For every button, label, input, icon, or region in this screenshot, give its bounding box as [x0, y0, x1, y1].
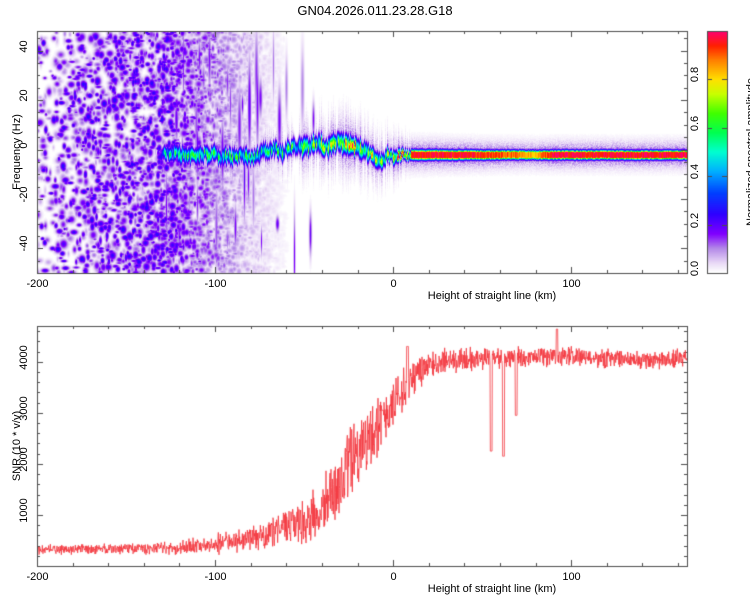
axis-tick-label: -200 [26, 278, 49, 290]
colorbar-tick-label: 0.4 [689, 163, 701, 179]
axis-tick-label: -40 [18, 235, 30, 251]
axis-tick-label: 0 [390, 278, 397, 290]
axis-tick-label: -100 [204, 278, 227, 290]
axis-tick-label: 2000 [18, 446, 30, 472]
colorbar-tick-label: 0.2 [689, 212, 701, 228]
axis-tick-label: 0 [390, 571, 397, 583]
axis-tick-label: 100 [562, 278, 581, 290]
colorbar-tick-label: 0.8 [689, 66, 701, 82]
axis-tick-label: 4000 [18, 344, 30, 370]
colorbar-axis-label: Normalized spectral amplitude [745, 78, 750, 226]
axis-tick-label: -200 [26, 571, 49, 583]
page-title: GN04.2026.011.23.28.G18 [297, 3, 453, 18]
spectrogram-x-axis-label: Height of straight line (km) [427, 290, 557, 302]
colorbar-tick-label: 0.0 [689, 260, 701, 276]
axis-tick-label: 100 [562, 571, 581, 583]
colorbar-tick-label: 0.6 [689, 115, 701, 131]
snr-x-axis-label: Height of straight line (km) [427, 583, 557, 595]
spectrogram-y-axis-label: Frequency (Hz) [11, 114, 23, 190]
axis-tick-label: -20 [18, 186, 30, 202]
axis-tick-label: 1000 [18, 497, 30, 523]
axis-tick-label: 40 [18, 39, 30, 53]
axis-tick-label: 20 [18, 88, 30, 102]
axis-tick-label: -100 [204, 571, 227, 583]
axis-tick-label: 0 [18, 141, 30, 149]
axis-tick-label: 3000 [18, 395, 30, 421]
